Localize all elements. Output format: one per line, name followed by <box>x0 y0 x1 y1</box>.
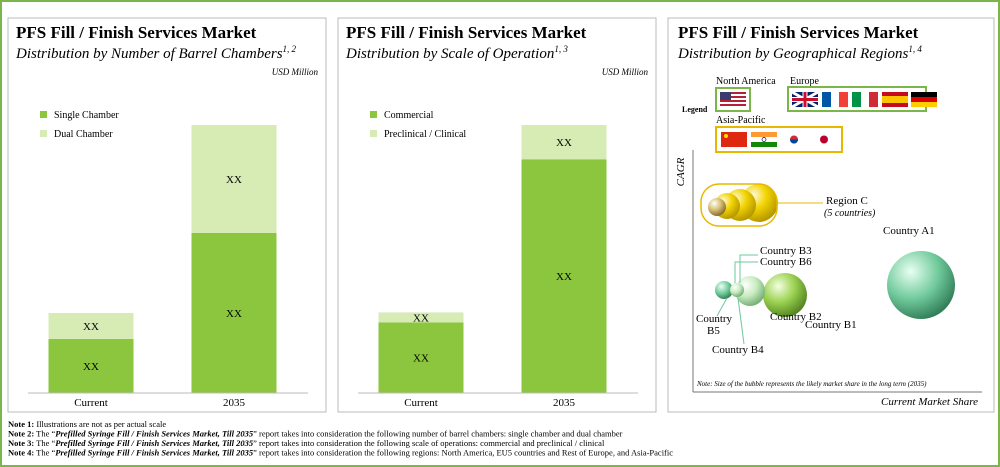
bar-segment <box>191 125 277 233</box>
x-tick-label: 2035 <box>223 397 246 409</box>
x-tick-label: Current <box>404 397 438 409</box>
region-label: Europe <box>790 76 819 87</box>
value-label: XX <box>556 137 572 149</box>
subtitle-text: Distribution by Scale of Operation <box>345 46 554 62</box>
note-text: ” report takes into consideration the fo… <box>253 438 605 448</box>
x-tick-label: 2035 <box>553 397 576 409</box>
unit-label: USD Million <box>602 67 649 77</box>
note-text: Prefilled Syringe Fill / Finish Services… <box>55 438 254 448</box>
country-label: Country <box>696 313 733 325</box>
subtitle-note: 1, 2 <box>283 44 297 54</box>
note-text: Prefilled Syringe Fill / Finish Services… <box>55 429 254 439</box>
region-c-label: Region C <box>826 195 868 207</box>
legend-swatch <box>370 130 377 137</box>
panel-subtitle: Distribution by Scale of Operation1, 3 <box>345 44 568 62</box>
region-label: Asia-Pacific <box>716 115 766 126</box>
legend-swatch <box>370 111 377 118</box>
note-line: Note 3: The “Prefilled Syringe Fill / Fi… <box>8 438 605 448</box>
bar-segment <box>378 322 464 393</box>
bar-panel: PFS Fill / Finish Services Market Distrib… <box>15 23 318 409</box>
note-line: Note 1: Illustrations are not as per act… <box>8 419 166 429</box>
note-text: ” report takes into consideration the fo… <box>253 429 623 439</box>
note-label: Note 1: <box>8 419 34 429</box>
panel-subtitle: Distribution by Number of Barrel Chamber… <box>15 44 297 62</box>
note-label: Note 4: <box>8 448 34 458</box>
panel-border <box>337 17 657 413</box>
legend-title: Legend <box>682 105 708 114</box>
note-text: Prefilled Syringe Fill / Finish Services… <box>55 448 254 458</box>
bar-segment <box>521 125 607 160</box>
legend-swatch <box>40 130 47 137</box>
value-label: XX <box>226 308 242 320</box>
subtitle-text: Distribution by Number of Barrel Chamber… <box>15 46 283 62</box>
x-axis-label: Current Market Share <box>881 396 978 408</box>
subtitle-note: 1, 4 <box>908 44 922 54</box>
value-label: XX <box>83 321 99 333</box>
note-text: Illustrations are not as per actual scal… <box>34 419 166 429</box>
unit-label: USD Million <box>272 67 319 77</box>
y-axis-label: CAGR <box>675 157 687 186</box>
country-label: Country A1 <box>883 225 935 237</box>
country-label: B5 <box>707 325 720 337</box>
legend-label: Dual Chamber <box>54 129 113 140</box>
note-text: The “ <box>34 438 55 448</box>
bubbles <box>700 183 955 345</box>
value-label: XX <box>83 361 99 373</box>
country-label: Country B1 <box>805 319 857 331</box>
panel-border <box>667 17 995 413</box>
note-text: The “ <box>34 429 55 439</box>
country-label: Country B2 <box>770 311 822 323</box>
bar-segment <box>48 313 134 339</box>
subtitle-text: Distribution by Geographical Regions <box>677 46 909 62</box>
flags <box>715 86 937 153</box>
panel-title: PFS Fill / Finish Services Market <box>678 23 919 42</box>
note-text: ” report takes into consideration the fo… <box>253 448 673 458</box>
legend-label: Commercial <box>384 110 434 121</box>
subtitle-note: 1, 3 <box>554 44 568 54</box>
notes: Note 1: Illustrations are not as per act… <box>8 419 673 458</box>
panel-title: PFS Fill / Finish Services Market <box>346 23 587 42</box>
legend-swatch <box>40 111 47 118</box>
value-label: XX <box>413 353 429 365</box>
panel-title: PFS Fill / Finish Services Market <box>16 23 257 42</box>
legend-label: Preclinical / Clinical <box>384 129 466 140</box>
bar-segment <box>378 312 464 323</box>
region-label: North America <box>716 76 776 87</box>
value-label: XX <box>413 312 429 324</box>
bubble-panel: PFS Fill / Finish Services Market Distri… <box>675 23 982 408</box>
note-line: Note 2: The “Prefilled Syringe Fill / Fi… <box>8 429 623 439</box>
legend-label: Single Chamber <box>54 110 119 121</box>
bar-segment <box>191 233 277 393</box>
panel-subtitle: Distribution by Geographical Regions1, 4 <box>677 44 922 62</box>
note-label: Note 2: <box>8 429 34 439</box>
country-label: Country B4 <box>712 344 764 356</box>
bar-segment <box>48 339 134 393</box>
note-label: Note 3: <box>8 438 34 448</box>
bubble-note: Note: Size of the bubble represents the … <box>696 380 927 388</box>
region-c-note: (5 countries) <box>824 208 876 219</box>
note-line: Note 4: The “Prefilled Syringe Fill / Fi… <box>8 448 673 458</box>
bar-panel: PFS Fill / Finish Services Market Distrib… <box>345 23 648 409</box>
x-tick-label: Current <box>74 397 108 409</box>
bar-segment <box>521 159 607 393</box>
value-label: XX <box>556 271 572 283</box>
note-text: The “ <box>34 448 55 458</box>
country-label: Country B6 <box>760 256 812 268</box>
panel-border <box>7 17 327 413</box>
value-label: XX <box>226 174 242 186</box>
country-label: Country B3 <box>760 245 812 257</box>
